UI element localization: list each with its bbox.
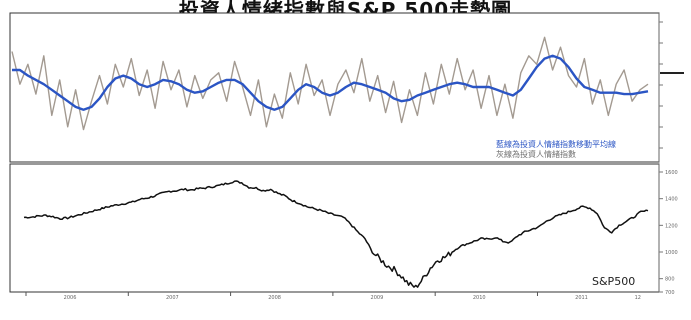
legend-gray-raw: 灰線為投資人情緒指數 <box>496 149 576 159</box>
sentiment-raw-line <box>11 36 649 131</box>
sentiment-right-axis-ticks <box>659 21 663 149</box>
sp500-y-ticks: 1600 1400 1200 1000 800 700 <box>659 170 678 296</box>
sp500-ytick-label: 1000 <box>665 250 678 256</box>
sp500-xtick-label: 2006 <box>64 295 77 301</box>
sp500-ytick-label: 700 <box>665 290 675 296</box>
sp500-xtick-label: 2007 <box>166 295 179 301</box>
sp500-xtick-label: 2008 <box>268 295 281 301</box>
sp500-xtick-label: 2009 <box>371 295 384 301</box>
sp500-xtick-label: 2010 <box>473 295 486 301</box>
sentiment-ma-line <box>12 54 649 111</box>
legend-blue-ma: 藍線為投資人情緒指數移動平均線 <box>496 139 616 149</box>
sp500-series-group <box>23 180 649 288</box>
sp500-label: S&P500 <box>592 275 635 288</box>
sp500-xtick-label: 2011 <box>575 295 588 301</box>
sp500-ytick-label: 1400 <box>665 197 678 203</box>
sp500-line <box>23 180 649 288</box>
sp500-ytick-label: 800 <box>665 277 675 283</box>
sp500-xtick-label: 12 <box>635 295 641 301</box>
sp500-panel-frame <box>9 163 660 293</box>
sp500-x-ticks: 2006 2007 2008 2009 2010 2011 12 <box>25 292 641 301</box>
sp500-ytick-label: 1600 <box>665 170 678 176</box>
sentiment-series-group <box>11 36 649 131</box>
sentiment-axis-marker <box>660 72 684 74</box>
sp500-ytick-label: 1200 <box>665 223 678 229</box>
